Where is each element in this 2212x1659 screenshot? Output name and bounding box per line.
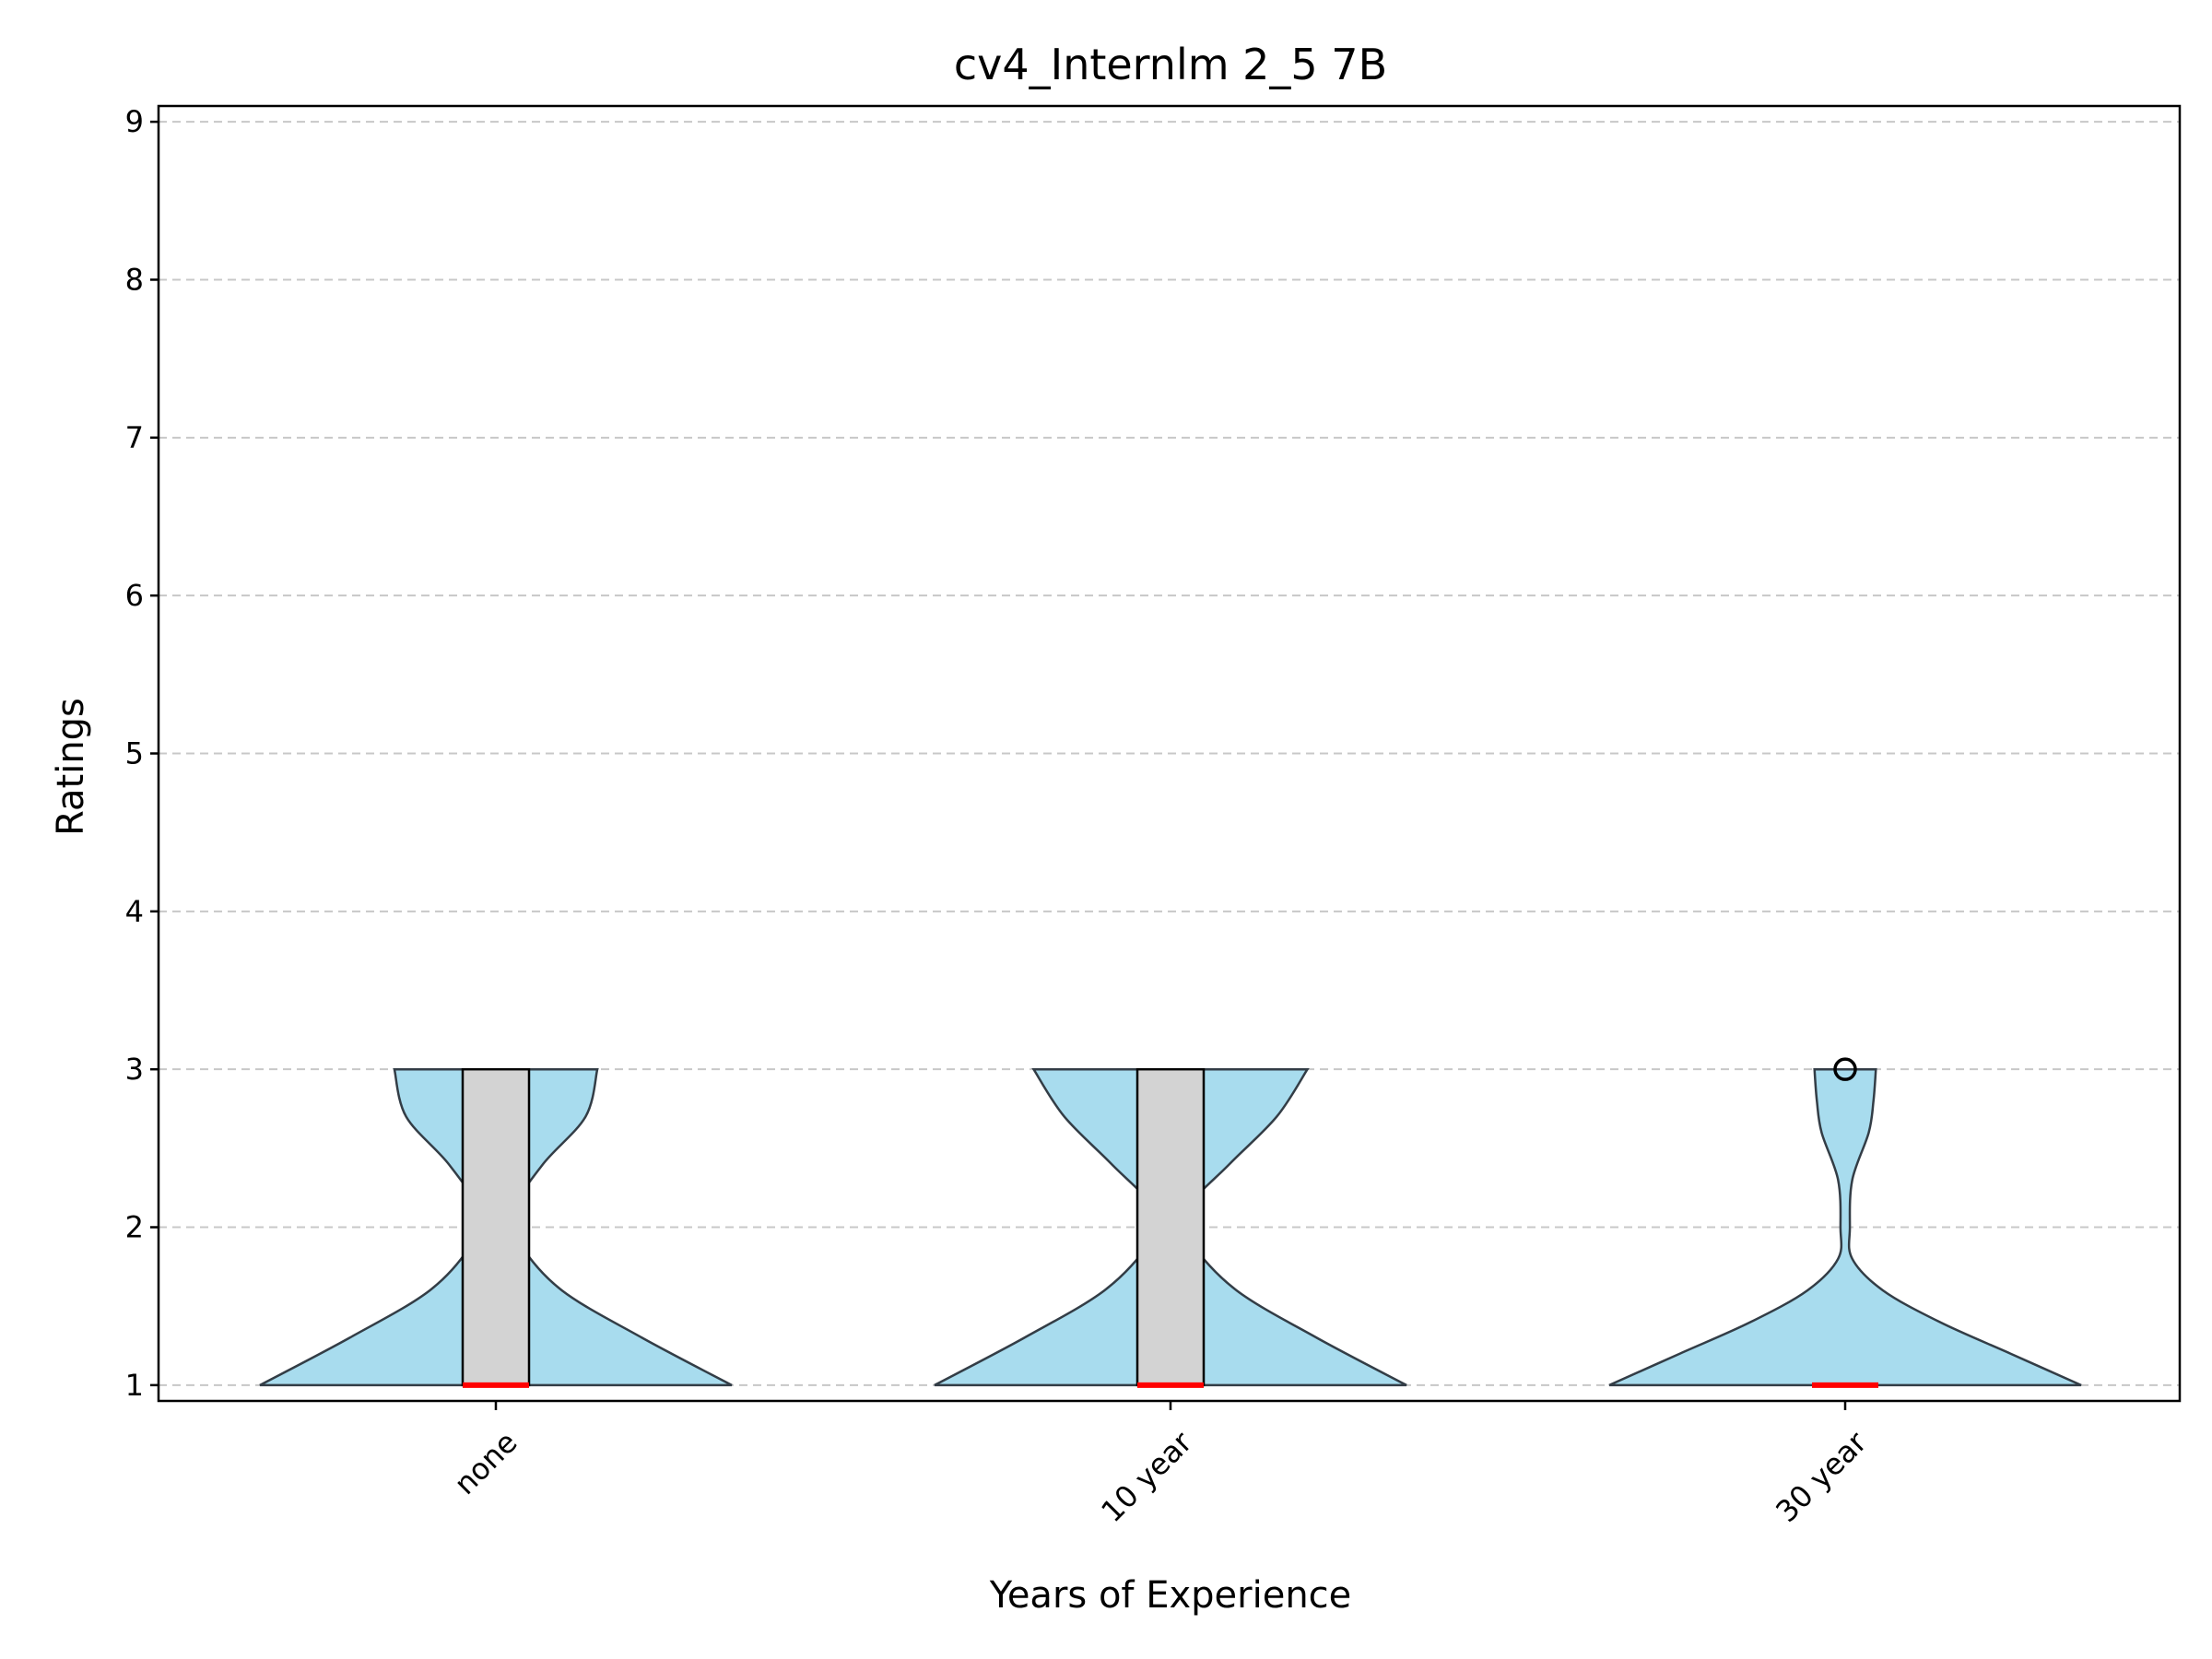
box-none — [461, 1067, 531, 1387]
y-tick-label: 1 — [125, 1368, 144, 1403]
x-tick-label: 10 year — [1094, 1424, 1199, 1529]
boxes — [461, 1057, 1878, 1388]
y-tick-label: 2 — [125, 1210, 144, 1245]
y-tick-label: 3 — [125, 1052, 144, 1087]
x-axis-label: Years of Experience — [989, 1574, 1352, 1617]
y-tick-label: 6 — [125, 578, 144, 613]
x-tick-label: none — [447, 1425, 524, 1501]
y-tick-label: 4 — [125, 894, 144, 929]
box-10-year — [1135, 1067, 1206, 1387]
y-tick-label: 5 — [125, 736, 144, 771]
y-tick-label: 7 — [125, 420, 144, 455]
x-axis-ticks: none 10 year 30 year — [447, 1401, 1874, 1529]
y-axis-label: Ratings — [50, 698, 92, 836]
y-tick-label: 8 — [125, 262, 144, 297]
x-tick-label: 30 year — [1769, 1424, 1874, 1529]
outlier-point — [1833, 1057, 1857, 1081]
violin-30-year — [1608, 1067, 2082, 1387]
y-axis-ticks: 1 2 3 4 5 6 7 8 9 — [125, 104, 159, 1403]
y-tick-label: 9 — [125, 104, 144, 139]
chart-title: cv4_Internlm 2_5 7B — [954, 40, 1387, 89]
